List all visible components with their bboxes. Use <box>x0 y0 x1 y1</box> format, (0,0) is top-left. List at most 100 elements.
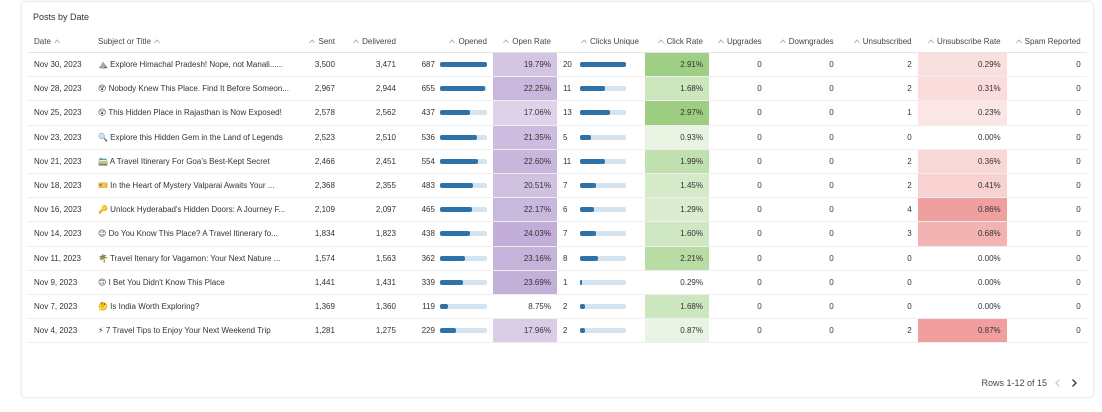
cell: 554 <box>401 149 493 174</box>
column-header[interactable]: Unsubscribed <box>839 30 918 53</box>
cell: 0 <box>767 294 840 320</box>
bar-track <box>439 328 487 334</box>
cell: 362 <box>401 246 493 271</box>
cell-value: 362 <box>421 253 435 263</box>
column-header-label: Date <box>34 36 51 46</box>
column-header-label: Opened <box>458 36 487 46</box>
bar-cell: 6 <box>563 205 639 214</box>
column-header-label: Delivered <box>362 36 396 46</box>
cell: 1,441 <box>294 270 341 295</box>
sort-icon[interactable] <box>154 39 160 44</box>
cell: 0 <box>708 52 768 78</box>
cell-value: 2 <box>562 326 568 336</box>
cell: 0 <box>1006 173 1087 199</box>
cell: 0 <box>1006 52 1087 78</box>
column-header[interactable]: Open Rate <box>492 30 557 53</box>
column-header[interactable]: Clicks Unique <box>556 30 645 53</box>
sort-icon[interactable] <box>503 39 510 44</box>
cell: 24.03% <box>492 221 557 247</box>
cell: 2,109 <box>294 197 341 223</box>
sort-icon[interactable] <box>853 39 860 44</box>
column-header[interactable]: Downgrades <box>767 30 840 53</box>
cell: 0 <box>767 221 840 247</box>
cell: 339 <box>401 270 493 295</box>
cell: 0 <box>767 125 840 150</box>
bar <box>579 207 594 213</box>
cell: 0 <box>839 125 918 150</box>
table-row: Nov 16, 2023 🔑 Unlock Hyderabad's Hidden … <box>28 197 1087 223</box>
bar-track <box>439 279 487 285</box>
sort-icon[interactable] <box>54 39 60 44</box>
cell: ⛰️ Explore Himachal Pradesh! Nope, not M… <box>92 52 295 78</box>
table-row: Nov 30, 2023 ⛰️ Explore Himachal Pradesh!… <box>28 52 1087 78</box>
column-header[interactable]: Opened <box>401 30 493 53</box>
cell: 1.68% <box>644 76 709 102</box>
table-row: Nov 23, 2023 🔍 Explore this Hidden Gem in… <box>28 125 1087 150</box>
cell: 2,523 <box>294 125 341 150</box>
prev-page[interactable] <box>1053 378 1063 388</box>
column-header[interactable]: Unsubscribe Rate <box>917 30 1007 53</box>
bar <box>439 303 449 309</box>
bar-track <box>579 134 626 140</box>
cell: Nov 11, 2023 <box>28 246 92 271</box>
bar <box>439 279 464 285</box>
bar <box>579 328 585 334</box>
next-page[interactable] <box>1069 378 1079 388</box>
column-header[interactable]: Date <box>28 30 92 53</box>
column-header[interactable]: Delivered <box>340 30 402 53</box>
sort-icon[interactable] <box>657 39 664 44</box>
card: Posts by Date Date Subject or Title Sent De… <box>22 2 1093 397</box>
bar-track <box>579 62 626 68</box>
cell: 2,466 <box>294 149 341 174</box>
cell: Nov 16, 2023 <box>28 197 92 223</box>
sort-icon[interactable] <box>449 39 456 44</box>
cell: 1,834 <box>294 221 341 247</box>
sort-icon[interactable] <box>309 39 316 44</box>
cell: 0 <box>708 246 768 271</box>
column-header[interactable]: Sent <box>294 30 341 53</box>
cell: 20 <box>556 52 645 78</box>
cell: 2,578 <box>294 100 341 126</box>
table-row: Nov 21, 2023 🚞 A Travel Itinerary For Goa… <box>28 149 1087 174</box>
cell-value: 536 <box>421 132 435 142</box>
sort-icon[interactable] <box>928 39 934 44</box>
sort-icon[interactable] <box>718 39 724 44</box>
cell: 0 <box>708 221 768 247</box>
sort-icon[interactable] <box>779 39 786 44</box>
sort-icon[interactable] <box>581 39 587 44</box>
cell: 🙃 I Bet You Didn't Know This Place <box>92 270 295 295</box>
cell: 0.29% <box>644 270 709 295</box>
cell: 🤔 Is India Worth Exploring? <box>92 294 295 320</box>
cell: 0.36% <box>917 149 1007 174</box>
cell-value: 339 <box>421 277 435 287</box>
cell: ⚡ 7 Travel Tips to Enjoy Your Next Weeke… <box>92 318 295 344</box>
table-row: Nov 25, 2023 😲 This Hidden Place in Rajas… <box>28 100 1087 126</box>
column-header[interactable]: Subject or Title <box>92 30 295 53</box>
cell: 229 <box>401 318 493 344</box>
cell: Nov 7, 2023 <box>28 294 92 320</box>
cell-value: 2 <box>562 301 568 311</box>
cell: 1,431 <box>340 270 402 295</box>
cell: 0 <box>767 100 840 126</box>
cell-value: 11 <box>562 156 572 166</box>
bar-track <box>579 328 626 334</box>
column-header[interactable]: Spam Reported <box>1006 30 1087 53</box>
cell: 0 <box>767 318 840 344</box>
cell: 1.45% <box>644 173 709 199</box>
pagination-label: Rows 1-12 of 15 <box>981 378 1047 388</box>
bar-track <box>439 86 487 92</box>
cell: 😵 Nobody Knew This Place. Find It Before… <box>92 76 295 102</box>
sort-icon[interactable] <box>1015 39 1022 44</box>
cell-value: 20 <box>562 60 572 70</box>
sort-icon[interactable] <box>353 39 360 44</box>
column-header[interactable]: Upgrades <box>708 30 768 53</box>
bar <box>439 255 465 261</box>
bar-track <box>579 303 626 309</box>
bar-cell: 229 <box>408 326 487 335</box>
cell-value: 437 <box>421 108 435 118</box>
cell: 536 <box>401 125 493 150</box>
column-header[interactable]: Click Rate <box>644 30 709 53</box>
cell: Nov 4, 2023 <box>28 318 92 344</box>
posts-table: Date Subject or Title Sent Delivered Opened O… <box>28 30 1087 344</box>
cell: 2,097 <box>340 197 402 223</box>
